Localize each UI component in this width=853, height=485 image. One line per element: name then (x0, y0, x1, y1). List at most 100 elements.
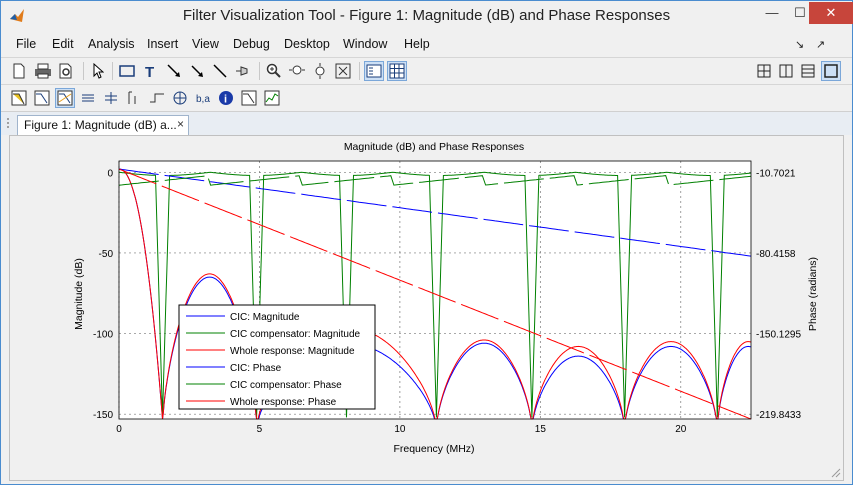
chart-title: Magnitude (dB) and Phase Responses (344, 141, 524, 153)
insert-rectangle-button[interactable] (117, 61, 137, 81)
figure-toolbar: T (1, 57, 852, 84)
insert-double-arrow-button[interactable] (187, 61, 207, 81)
legend-toggle-button[interactable] (364, 61, 384, 81)
printer-icon (35, 63, 51, 79)
magnitude-response-button[interactable] (32, 88, 52, 108)
step-response-button[interactable] (147, 88, 167, 108)
minimize-button[interactable]: — (765, 5, 779, 20)
menu-help[interactable]: Help (404, 37, 430, 51)
tile-grid-icon (757, 64, 771, 78)
legend-cic-phase: CIC: Phase (230, 363, 282, 374)
tab-label: Figure 1: Magnitude (dB) a... (24, 118, 177, 132)
group-delay-icon (82, 94, 94, 102)
menu-analysis[interactable]: Analysis (88, 37, 135, 51)
print-button[interactable] (33, 61, 53, 81)
phase-delay-button[interactable] (101, 88, 121, 108)
dock-arrow-icon[interactable]: ↘ (795, 39, 805, 51)
title-bar: Filter Visualization Tool - Figure 1: Ma… (1, 1, 853, 32)
pole-zero-button[interactable] (170, 88, 190, 108)
impulse-response-icon (128, 91, 136, 104)
info-icon: i (219, 91, 233, 106)
series-line-5 (118, 168, 752, 420)
series-line-1 (118, 171, 751, 418)
y-right-tick-label: -10.7021 (756, 168, 796, 179)
magnitude-estimate-icon (241, 90, 257, 106)
undock-arrow-icon[interactable]: ↗ (816, 39, 826, 51)
tile-columns-icon (779, 64, 793, 78)
pin-button[interactable] (233, 61, 253, 81)
axis-ticks: 0 5 10 15 20 0 -10.7021 -50 -80.4158 -100 -150.129… (93, 160, 801, 435)
grid-toggle-button[interactable] (387, 61, 407, 81)
tile-grid-button[interactable] (754, 61, 774, 81)
y-right-tick-label: -150.1295 (756, 330, 801, 341)
insert-arrow-button[interactable] (164, 61, 184, 81)
legend[interactable]: CIC: Magnitude CIC compensator: Magnitud… (178, 304, 376, 410)
close-button[interactable]: ✕ (809, 2, 853, 24)
new-file-icon (13, 63, 25, 79)
insert-text-button[interactable]: T (141, 61, 161, 81)
arrow-icon (167, 64, 180, 77)
toolbar-separator (259, 62, 260, 80)
legend-whole-magnitude: Whole response: Magnitude (230, 346, 355, 357)
legend-icon (366, 64, 382, 78)
tab-figure-1[interactable]: Figure 1: Magnitude (dB) a... × (17, 115, 189, 136)
svg-text:T: T (145, 64, 154, 79)
legend-box (178, 304, 376, 410)
edit-plot-button[interactable] (88, 61, 108, 81)
grip-icon (7, 118, 9, 128)
group-delay-button[interactable] (78, 88, 98, 108)
legend-cic-magnitude: CIC: Magnitude (230, 312, 300, 323)
magnitude-phase-chart[interactable]: Magnitude (dB) and Phase Responses 0 5 10 1… (10, 136, 843, 480)
toolbar-separator (83, 62, 84, 80)
series-line-4 (118, 175, 752, 186)
noise-power-button[interactable] (262, 88, 282, 108)
menu-view[interactable]: View (192, 37, 219, 51)
zoom-in-button[interactable] (264, 61, 284, 81)
mag-phase-response-button[interactable] (55, 88, 75, 108)
y-tick-label: 0 (107, 168, 113, 179)
menu-desktop[interactable]: Desktop (284, 37, 330, 51)
impulse-response-button[interactable] (124, 88, 144, 108)
menu-file[interactable]: File (16, 37, 37, 51)
analysis-toolbar: b,a i (1, 84, 852, 111)
x-tick-label: 5 (257, 424, 263, 435)
document-tab-strip: Figure 1: Magnitude (dB) a... × (1, 111, 852, 136)
tab-close-icon[interactable]: × (176, 117, 184, 131)
pin-icon (236, 66, 248, 76)
figure-panel: Magnitude (dB) and Phase Responses 0 5 10 1… (9, 135, 844, 481)
tile-rows-button[interactable] (798, 61, 818, 81)
new-figure-button[interactable] (9, 61, 29, 81)
zoom-x-button[interactable] (287, 61, 307, 81)
legend-comp-magnitude: CIC compensator: Magnitude (230, 329, 361, 340)
mag-phase-icon (57, 90, 73, 106)
maximize-pane-button[interactable] (821, 61, 841, 81)
toolbar-separator (112, 62, 113, 80)
resize-grip-icon[interactable] (831, 468, 841, 478)
menu-edit[interactable]: Edit (52, 37, 74, 51)
magnitude-response-icon (34, 90, 50, 106)
phase-delay-icon (105, 92, 117, 104)
x-tick-label: 10 (394, 424, 406, 435)
double-arrow-icon (191, 65, 203, 77)
print-preview-button[interactable] (56, 61, 76, 81)
tile-rows-icon (801, 64, 815, 78)
magnitude-estimate-button[interactable] (239, 88, 259, 108)
filter-coefficients-button[interactable]: b,a (193, 88, 213, 108)
pole-zero-icon (173, 91, 187, 105)
zoom-y-button[interactable] (310, 61, 330, 81)
filter-specs-button[interactable] (9, 88, 29, 108)
maximize-button[interactable]: ☐ (794, 5, 806, 20)
text-t-icon: T (145, 64, 154, 79)
rectangle-icon (119, 65, 135, 77)
menu-debug[interactable]: Debug (233, 37, 270, 51)
svg-text:i: i (224, 94, 227, 106)
menu-window[interactable]: Window (343, 37, 388, 51)
full-view-button[interactable] (333, 61, 353, 81)
menu-insert[interactable]: Insert (147, 37, 179, 51)
insert-line-button[interactable] (210, 61, 230, 81)
filter-info-button[interactable]: i (216, 88, 236, 108)
x-tick-label: 15 (535, 424, 547, 435)
single-pane-icon (824, 64, 838, 78)
tile-columns-button[interactable] (776, 61, 796, 81)
